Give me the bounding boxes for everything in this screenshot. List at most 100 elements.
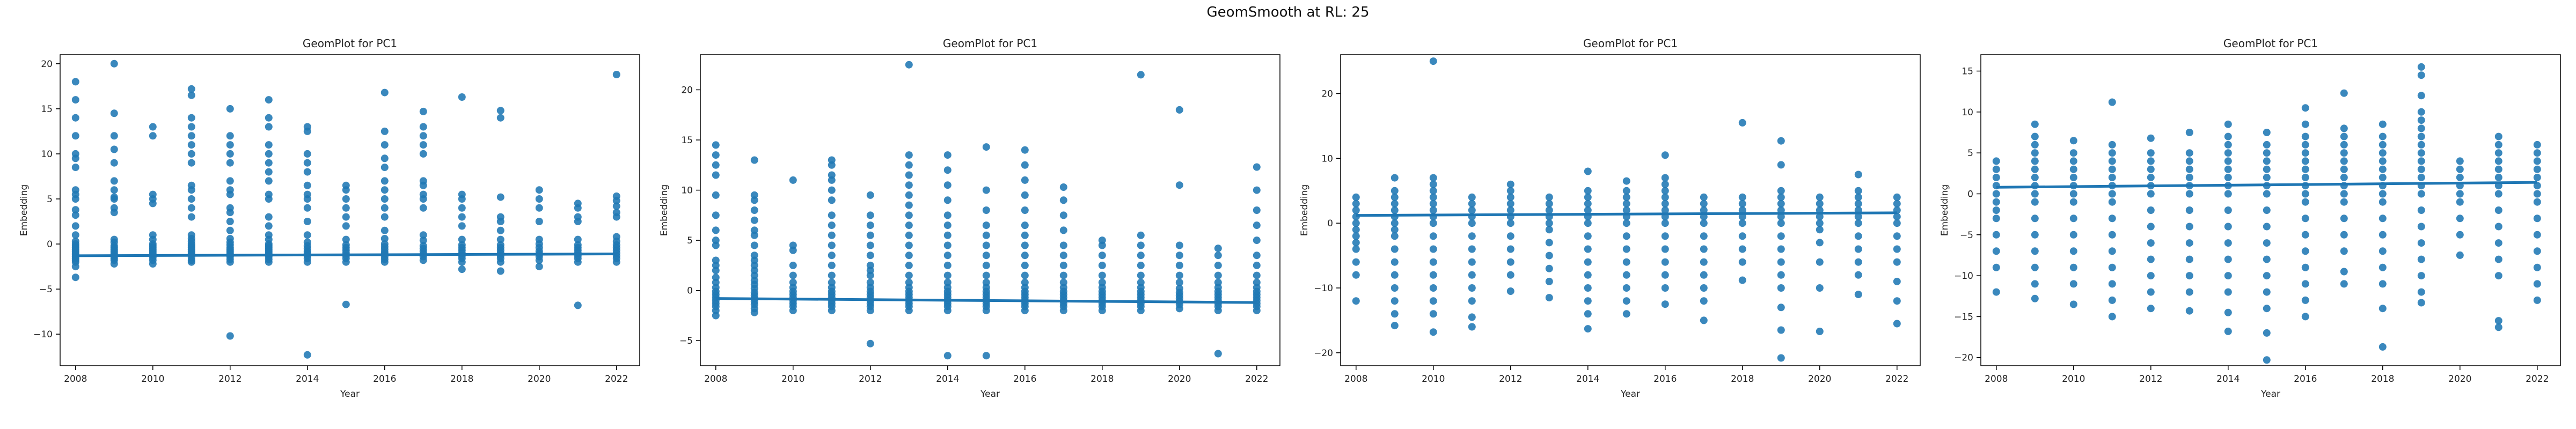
data-point — [2301, 231, 2309, 239]
data-point — [1175, 278, 1183, 286]
data-point — [149, 190, 157, 198]
y-tick-label: −10 — [33, 329, 53, 340]
x-tick-label: 2008 — [704, 374, 727, 384]
data-point — [712, 191, 720, 199]
x-axis-label: Year — [340, 389, 360, 400]
data-point — [1253, 271, 1261, 279]
data-point — [1777, 137, 1785, 145]
data-point — [2417, 63, 2425, 71]
y-tick-label: −15 — [1954, 312, 1973, 322]
y-axis-label: Embedding — [1299, 184, 1310, 236]
data-point — [1429, 232, 1437, 240]
smooth-line — [1356, 211, 1897, 217]
data-point — [1175, 284, 1183, 292]
data-point — [1992, 231, 2000, 239]
data-point — [1253, 186, 1261, 194]
data-point — [2456, 173, 2464, 181]
data-point — [2224, 206, 2232, 214]
data-point — [110, 235, 118, 243]
data-point — [187, 85, 195, 93]
data-point — [2379, 263, 2387, 271]
data-point — [1506, 258, 1514, 266]
data-point — [1059, 183, 1067, 191]
data-point — [2263, 239, 2271, 247]
data-point — [226, 332, 234, 340]
data-point — [1429, 271, 1437, 279]
data-point — [2224, 140, 2232, 149]
data-point — [1098, 252, 1106, 260]
data-point — [1137, 271, 1145, 279]
chart-title: GeomPlot for PC1 — [943, 37, 1037, 50]
data-point — [2417, 206, 2425, 214]
data-point — [1506, 245, 1514, 253]
data-point — [1661, 206, 1669, 214]
data-point — [342, 181, 350, 189]
data-point — [2263, 288, 2271, 296]
data-point — [712, 171, 720, 179]
data-point — [2031, 214, 2039, 223]
data-point — [2147, 239, 2155, 247]
y-tick-label: 10 — [1962, 107, 1973, 118]
data-point — [750, 156, 758, 164]
data-point — [265, 190, 273, 198]
data-point — [1021, 221, 1029, 230]
data-point — [2069, 198, 2077, 206]
data-point — [1777, 193, 1785, 201]
data-point — [419, 231, 427, 239]
data-point — [1021, 161, 1029, 169]
data-point — [2147, 149, 2155, 157]
data-point — [2185, 272, 2193, 280]
x-tick-label: 2010 — [2062, 374, 2085, 384]
data-point — [1137, 241, 1145, 249]
data-point — [1738, 206, 1746, 214]
data-point — [1854, 199, 1862, 208]
data-point — [828, 171, 836, 179]
data-point — [496, 193, 504, 201]
data-point — [2417, 116, 2425, 124]
data-point — [2533, 190, 2541, 198]
data-point — [2301, 120, 2309, 128]
data-point — [905, 201, 913, 209]
data-point — [342, 195, 350, 203]
data-point — [1777, 304, 1785, 312]
data-point — [2533, 140, 2541, 149]
data-point — [574, 213, 582, 221]
x-tick-label: 2018 — [1731, 374, 1754, 384]
data-point — [2108, 263, 2116, 271]
y-tick-label: 10 — [681, 186, 693, 196]
data-point — [1391, 193, 1399, 201]
data-point — [226, 218, 234, 225]
data-point — [2069, 214, 2077, 223]
data-point — [712, 236, 720, 245]
data-point — [2147, 255, 2155, 263]
data-point — [2301, 157, 2309, 165]
data-point — [1175, 241, 1183, 249]
x-tick-label: 2016 — [1653, 374, 1677, 384]
data-point — [1352, 258, 1360, 266]
data-point — [2417, 71, 2425, 79]
x-tick-label: 2020 — [528, 374, 551, 384]
data-point — [2417, 272, 2425, 280]
data-point — [1777, 161, 1785, 169]
data-point — [1545, 239, 1553, 247]
data-point — [187, 204, 195, 212]
data-point — [1622, 219, 1630, 227]
data-point — [2224, 255, 2232, 263]
data-point — [1352, 245, 1360, 253]
data-point — [342, 300, 350, 308]
data-point — [2185, 157, 2193, 165]
data-point — [71, 96, 79, 104]
data-point — [1700, 232, 1708, 240]
data-point — [2108, 313, 2116, 321]
data-point — [1391, 226, 1399, 234]
data-point — [1661, 180, 1669, 188]
data-point — [1738, 219, 1746, 227]
data-point — [1992, 173, 2000, 181]
data-point — [1854, 291, 1862, 299]
data-point — [2263, 206, 2271, 214]
data-point — [1816, 199, 1824, 208]
data-point — [905, 191, 913, 199]
data-point — [2301, 214, 2309, 223]
x-tick-label: 2012 — [1499, 374, 1522, 384]
